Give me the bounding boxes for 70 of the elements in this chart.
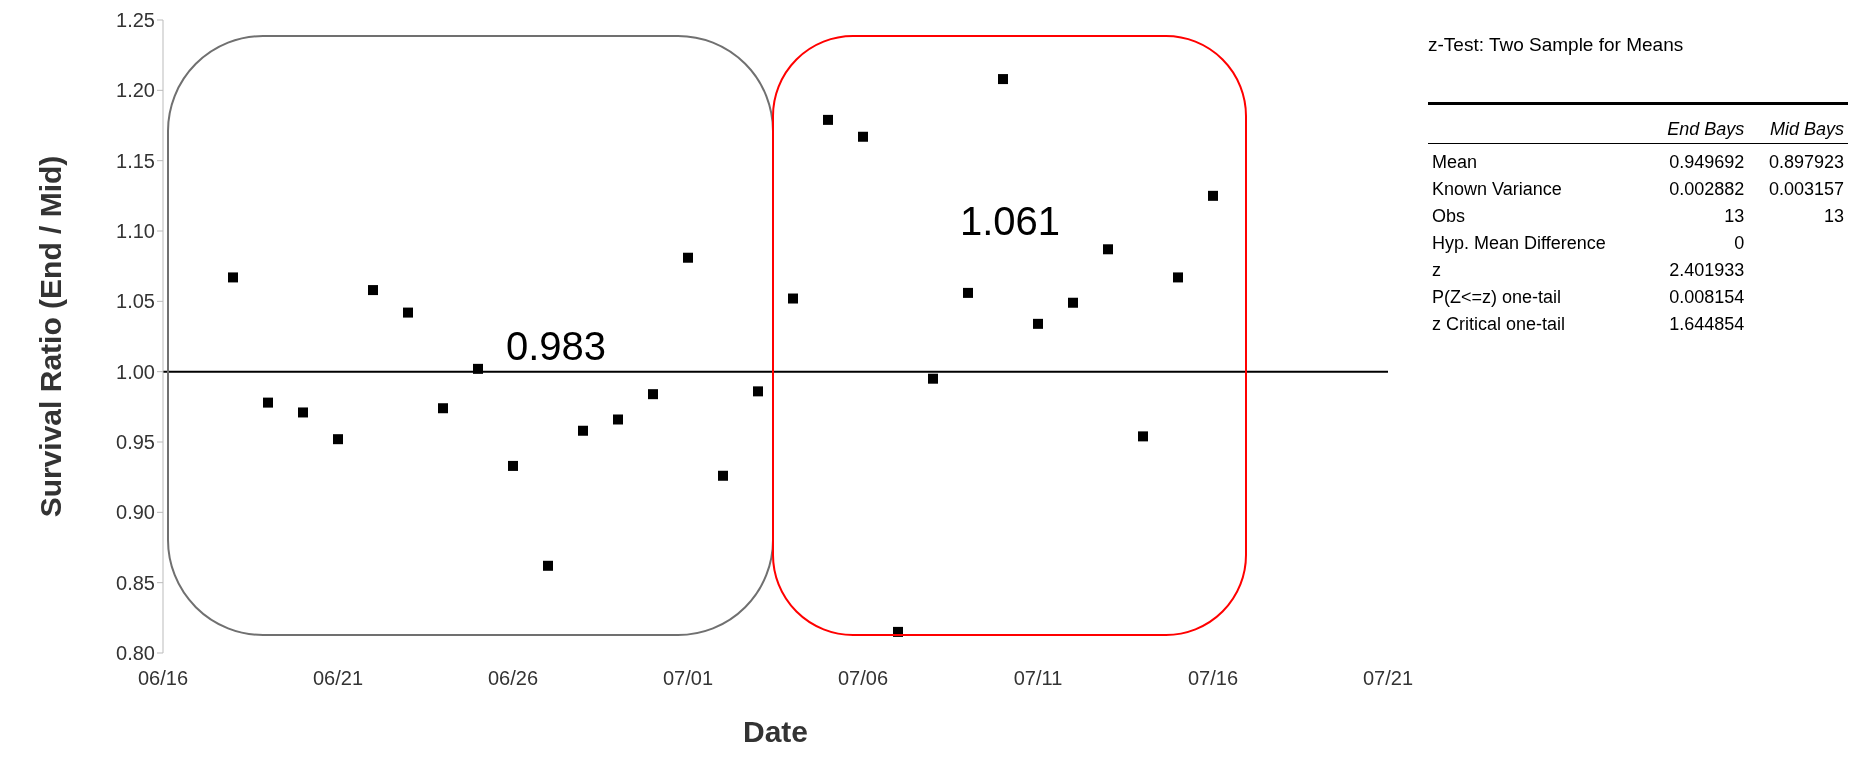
point [1068,297,1078,308]
text: 0.008154 [1669,287,1745,307]
point [333,434,343,445]
point [403,307,413,318]
point [1208,190,1218,201]
y-tick-label: 1.05 [116,290,155,313]
category-label: Hyp. Mean Difference [1432,233,1606,253]
point [683,252,693,263]
y-tick-label: 1.15 [116,149,155,172]
x-tick-label: 07/16 [1187,667,1239,690]
x-tick-label: 06/16 [137,667,189,690]
point [438,403,448,414]
point [613,414,623,425]
point [1103,244,1113,255]
x-tick-label: 06/21 [312,667,364,690]
point [473,363,483,374]
point [368,285,378,296]
point [263,397,273,408]
category-label: Mean [1432,152,1478,172]
x-tick-label: 06/26 [487,667,539,690]
category-label: Known Variance [1432,179,1562,199]
y-tick-label: 0.95 [116,431,155,454]
y-tick-label: 1.00 [116,360,155,383]
x-axis-title: Date [742,715,809,749]
y-tick-label: 1.20 [116,79,155,102]
category-label: z [1432,260,1441,280]
point [998,74,1008,85]
annotation: 0.983 [505,324,607,368]
point [648,389,658,400]
text: z-Test: Two Sample for Means [1428,34,1685,56]
y-tick-label: 0.80 [116,642,155,665]
point [823,114,833,125]
point [1173,272,1183,283]
text: 13 [1724,206,1745,226]
point [1033,318,1043,329]
point [963,287,973,298]
text: 13 [1823,206,1844,226]
point [718,470,728,481]
point [788,293,798,304]
y-tick-label: 0.85 [116,571,155,594]
category-label: Obs [1432,206,1466,226]
y-tick-label: 1.25 [116,9,155,32]
point [753,386,763,397]
point [1138,431,1148,442]
category-label: z Critical one-tail [1432,314,1566,334]
point [858,131,868,142]
text: 1.644854 [1669,314,1745,334]
y-tick-label: 0.90 [116,501,155,524]
category-label: Mid Bays [1768,118,1845,141]
category-label: P(Z<=z) one-tail [1432,287,1562,307]
annotation: 1.061 [959,199,1061,243]
x-tick-label: 07/01 [662,667,714,690]
text: 2.401933 [1669,260,1745,280]
point [298,407,308,418]
y-axis-title: Survival Ratio (End / Mid) [33,155,67,518]
category-label: End Bays [1666,118,1746,141]
point [228,272,238,283]
point [508,460,518,471]
text: 0.897923 [1768,152,1844,172]
point [578,425,588,436]
x-tick-label: 07/21 [1362,667,1414,690]
point [928,373,938,384]
x-tick-label: 07/06 [837,667,889,690]
text: 0.003157 [1768,179,1844,199]
text: 0.949692 [1669,152,1745,172]
y-tick-label: 1.10 [116,220,155,243]
x-tick-label: 07/11 [1013,667,1063,690]
point [543,560,553,571]
text: 0.002882 [1669,179,1745,199]
text: 0 [1734,233,1745,253]
